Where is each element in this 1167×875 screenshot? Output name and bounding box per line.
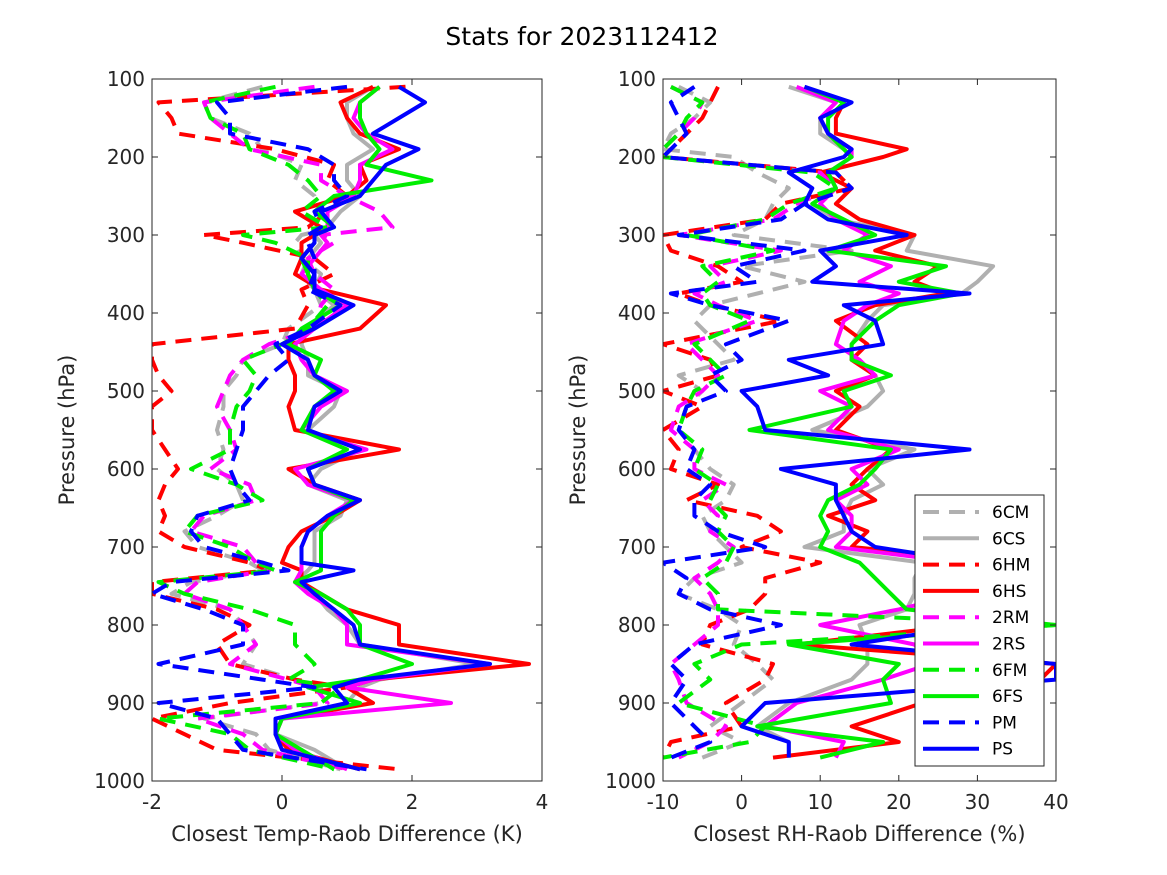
temp-axes-frame [151, 78, 543, 782]
y-tick-label: 200 [618, 145, 656, 169]
y-tick-label: 300 [618, 223, 656, 247]
y-tick-label: 200 [107, 145, 145, 169]
x-tick-label: 2 [406, 790, 419, 814]
temp-y-axis-label: Pressure (hPa) [55, 355, 79, 506]
y-tick-label: 100 [618, 67, 656, 91]
legend-label: 6FM [992, 661, 1027, 681]
y-tick-label: 500 [618, 379, 656, 403]
y-tick-label: 900 [618, 691, 656, 715]
legend-label: 2RM [992, 608, 1029, 628]
series-line-6cm [169, 84, 342, 772]
series-line-pm [152, 84, 367, 772]
x-tick-label: 40 [1043, 790, 1068, 814]
y-tick-label: 100 [107, 67, 145, 91]
x-tick-label: -2 [142, 790, 162, 814]
legend: 6CM 6CS 6HM 6HS 2RM 2RS 6FM 6FS PM PS [914, 494, 1045, 767]
y-tick-label: 1000 [605, 769, 656, 793]
x-tick-label: 20 [886, 790, 911, 814]
series-line-6fs [273, 85, 434, 772]
y-tick-label: 700 [107, 535, 145, 559]
series-line-ps [273, 85, 492, 772]
rh-axes-frame [662, 78, 1057, 782]
legend-label: 6CM [992, 503, 1029, 523]
legend-label: 6HM [992, 556, 1030, 576]
y-tick-label: 800 [618, 613, 656, 637]
x-tick-label: -10 [647, 790, 680, 814]
series-line-6fm [156, 84, 343, 772]
y-tick-label: 600 [107, 457, 145, 481]
series-line-pm [663, 85, 854, 760]
legend-label: 2RS [992, 635, 1025, 655]
rh-y-axis-label: Pressure (hPa) [566, 355, 590, 506]
y-tick-label: 700 [618, 535, 656, 559]
x-tick-label: 10 [807, 790, 832, 814]
legend-label: 6HS [992, 582, 1026, 602]
temp-difference-panel: 100 200 300 400 500 600 700 800 900 1000-2 0 2 4 Clo… [55, 67, 548, 846]
x-tick-label: 30 [965, 790, 990, 814]
legend-label: 6CS [992, 529, 1025, 549]
y-tick-label: 400 [618, 301, 656, 325]
y-tick-label: 1000 [94, 769, 145, 793]
x-tick-label: 0 [276, 790, 289, 814]
y-tick-label: 500 [107, 379, 145, 403]
rh-x-axis-label: Closest RH-Raob Difference (%) [693, 822, 1025, 846]
legend-label: PS [992, 740, 1013, 760]
y-tick-label: 800 [107, 613, 145, 637]
temp-axis-ticks: 100 200 300 400 500 600 700 800 900 1000-2 0 2 4 [94, 67, 548, 814]
series-line-2rm [663, 85, 838, 760]
y-tick-label: 300 [107, 223, 145, 247]
temp-x-axis-label: Closest Temp-Raob Difference (K) [171, 822, 523, 846]
y-tick-label: 600 [618, 457, 656, 481]
x-tick-label: 0 [735, 790, 748, 814]
figure-title: Stats for 2023112412 [445, 22, 718, 51]
series-line-6hm [663, 85, 854, 759]
legend-label: PM [992, 713, 1017, 733]
temp-series-lines [152, 84, 531, 772]
y-tick-label: 400 [107, 301, 145, 325]
rh-axis-ticks: 100 200 300 400 500 600 700 800 900 1000-10 0 10 20 3… [605, 67, 1069, 814]
y-tick-label: 900 [107, 691, 145, 715]
x-tick-label: 4 [536, 790, 549, 814]
legend-label: 6FS [992, 687, 1023, 707]
